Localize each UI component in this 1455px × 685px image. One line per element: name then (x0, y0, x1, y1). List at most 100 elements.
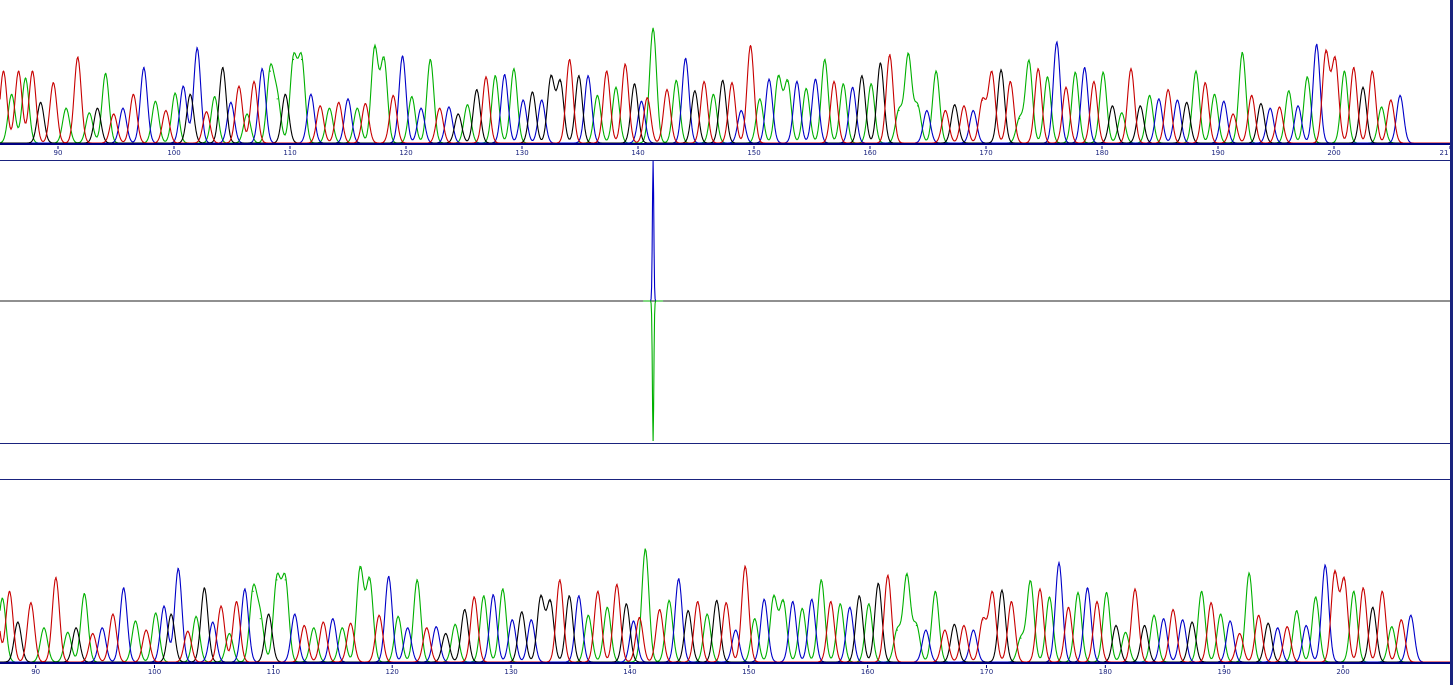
bottom-peak-105 (953, 623, 956, 626)
top-peak-103 (935, 70, 937, 72)
top-peak-147 (1343, 70, 1345, 72)
top-peak-141 (1288, 90, 1290, 92)
top-peak-47 (420, 107, 422, 109)
top-peak-59 (531, 91, 534, 93)
top-trace-t (0, 45, 1450, 144)
bottom-peak-59 (521, 611, 523, 613)
top-peak-71 (640, 100, 643, 102)
top-peak-5 (40, 101, 42, 103)
tick-label: 190 (1211, 149, 1224, 157)
bottom-peak-23 (195, 615, 197, 618)
bottom-peak-92 (830, 601, 832, 603)
top-peak-63 (569, 58, 571, 61)
bottom-peak-115 (1048, 596, 1051, 598)
top-peak-80 (722, 79, 724, 81)
top-peak-104 (944, 109, 947, 112)
top-peak-150 (1371, 70, 1373, 72)
bottom-peak-74 (659, 609, 661, 611)
bottom-peak-129 (1182, 619, 1184, 621)
top-peak-142 (1297, 105, 1299, 107)
bottom-peak-58 (511, 619, 513, 621)
top-peak-24 (222, 67, 224, 69)
top-peak-83 (749, 45, 752, 47)
top-peak-124 (1130, 68, 1132, 70)
bottom-peak-123 (1124, 631, 1127, 634)
bottom-peak-56 (492, 594, 494, 596)
bottom-peak-24 (203, 587, 205, 589)
bottom-peak-5 (17, 621, 19, 623)
bottom-peak-15 (123, 587, 125, 589)
top-peak-70 (633, 83, 636, 85)
bottom-peak-87 (782, 601, 784, 603)
top-peak-90 (814, 78, 817, 80)
bottom-peak-33 (276, 579, 278, 581)
bottom-peak-57 (502, 588, 504, 590)
top-peak-10 (96, 107, 98, 109)
bottom-peak-62 (549, 601, 551, 603)
bottom-peak-9 (67, 631, 69, 634)
bottom-peak-61 (540, 596, 542, 598)
top-peak-146 (1334, 58, 1336, 61)
bottom-peak-73 (644, 548, 647, 550)
top-peak-23 (214, 96, 216, 98)
top-peak-144 (1316, 43, 1318, 46)
bottom-peak-18 (155, 612, 157, 614)
top-peak-22 (205, 111, 208, 113)
bottom-peak-133 (1220, 613, 1222, 615)
top-peak-135 (1232, 113, 1234, 115)
top-peak-51 (457, 113, 459, 115)
tick-label: 110 (283, 149, 296, 157)
top-peak-16 (154, 100, 156, 102)
top-peak-126 (1149, 94, 1151, 96)
top-peak-120 (1093, 80, 1095, 83)
top-peak-36 (319, 105, 321, 107)
tick-label: 130 (515, 149, 528, 157)
top-peak-111 (1009, 80, 1012, 83)
bottom-peak-65 (578, 595, 580, 597)
top-peak-29 (261, 68, 263, 70)
top-peak-72 (646, 97, 648, 99)
top-peak-38 (338, 101, 340, 103)
top-peak-43 (383, 58, 385, 61)
bottom-peak-117 (1067, 606, 1070, 608)
top-peak-34 (301, 58, 303, 61)
top-peak-99 (898, 109, 900, 112)
top-peak-26 (238, 85, 240, 87)
top-peak-58 (522, 99, 524, 101)
bottom-peak-108 (982, 619, 984, 621)
top-peak-31 (276, 98, 278, 100)
top-peak-9 (88, 112, 90, 114)
bottom-peak-40 (341, 627, 343, 629)
top-peak-1 (11, 93, 13, 95)
bottom-peak-52 (454, 623, 456, 626)
bottom-tick-axis: 90 100 110 120 130 140 150 160 170 180 190 200 (31, 665, 1350, 676)
bottom-peak-138 (1267, 622, 1269, 624)
bottom-peak-85 (763, 598, 765, 600)
top-peak-137 (1251, 94, 1253, 96)
bottom-peak-29 (244, 588, 246, 590)
top-peak-57 (513, 68, 515, 70)
top-peak-74 (666, 89, 668, 91)
tick-label: 200 (1327, 149, 1340, 157)
top-peak-27 (246, 113, 248, 115)
top-peak-15 (143, 67, 145, 69)
top-peak-96 (870, 83, 872, 85)
tick-label: 150 (742, 668, 755, 676)
bottom-peak-46 (397, 615, 399, 618)
top-peak-65 (587, 75, 589, 77)
bottom-peak-148 (1362, 587, 1364, 589)
bottom-peak-37 (313, 627, 315, 629)
bottom-peak-141 (1296, 610, 1298, 612)
bottom-peak-3 (1, 597, 3, 599)
bottom-peak-68 (606, 606, 608, 608)
top-peak-134 (1223, 100, 1225, 102)
top-peak-116 (1056, 41, 1058, 43)
top-peak-7 (65, 107, 67, 109)
bottom-peak-122 (1115, 624, 1117, 627)
bottom-peak-47 (407, 627, 409, 629)
bottom-peak-35 (294, 613, 296, 615)
bottom-peak-43 (369, 579, 371, 581)
bottom-peak-140 (1286, 626, 1288, 628)
top-peak-25 (230, 101, 232, 103)
